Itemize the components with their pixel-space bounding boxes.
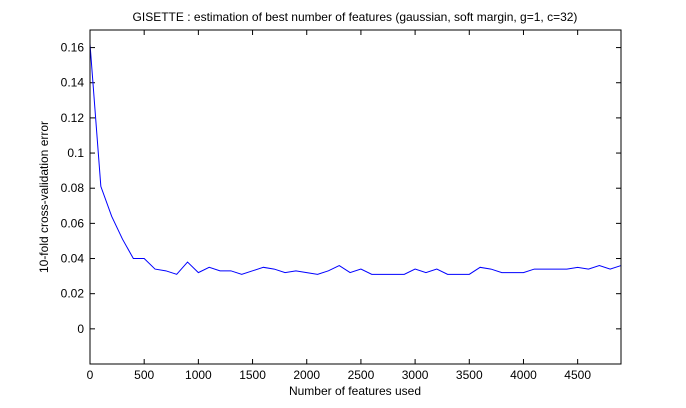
y-tick-label: 0.16 [61, 41, 85, 55]
x-tick-label: 3500 [456, 368, 483, 382]
x-tick-label: 1500 [239, 368, 266, 382]
x-tick-label: 0 [87, 368, 94, 382]
data-series-line [89, 44, 622, 275]
x-tick-label: 500 [134, 368, 154, 382]
y-tick-label: 0.14 [61, 76, 85, 90]
y-tick-label: 0.06 [61, 216, 85, 230]
plot-frame [89, 29, 622, 365]
plot-area [90, 30, 621, 364]
x-tick-label: 2500 [348, 368, 375, 382]
x-tick-label: 3000 [402, 368, 429, 382]
y-axis-label: 10-fold cross-validation error [37, 121, 51, 273]
y-tick-label: 0.12 [61, 111, 85, 125]
y-tick-label: 0.08 [61, 181, 85, 195]
y-tick-label: 0.1 [67, 146, 84, 160]
x-tick-label: 4000 [510, 368, 537, 382]
y-tick-label: 0.04 [61, 252, 85, 266]
chart-title: GISETTE : estimation of best number of f… [133, 10, 578, 24]
y-axis-ticks: 0 0.02 0.04 0.06 0.08 0.1 0.12 0.14 0.16 [61, 41, 621, 336]
y-tick-label: 0.02 [61, 287, 85, 301]
y-tick-label: 0 [77, 322, 84, 336]
x-axis-label: Number of features used [289, 384, 421, 398]
x-tick-label: 1000 [185, 368, 212, 382]
x-tick-label: 2000 [293, 368, 320, 382]
x-axis-ticks: 0 500 1000 1500 2000 2500 3000 3500 4000 4500 [87, 30, 591, 382]
x-tick-label: 4500 [564, 368, 591, 382]
